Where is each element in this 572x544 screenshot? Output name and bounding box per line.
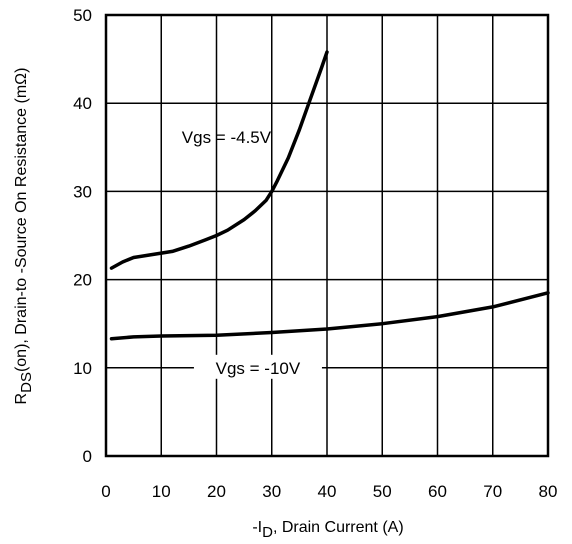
x-tick-label: 70 — [483, 482, 502, 501]
x-tick-label: 60 — [428, 482, 447, 501]
grid — [106, 15, 548, 456]
y-axis-title: RDS(on), Drain-to -Source On Resistance … — [13, 68, 35, 405]
y-axis-title-suffix: (on), Drain-to -Source On Resistance (mΩ… — [13, 68, 30, 373]
y-tick-label: 50 — [73, 6, 92, 25]
x-tick-label: 20 — [207, 482, 226, 501]
x-axis-title-suffix: , Drain Current (A) — [273, 519, 404, 536]
x-tick-labels: 0 10 20 30 40 50 60 70 80 — [101, 482, 557, 501]
x-tick-label: 10 — [152, 482, 171, 501]
series-label-2-background — [193, 354, 322, 379]
x-tick-label: 40 — [318, 482, 337, 501]
y-axis-title-subscript: DS — [18, 372, 35, 393]
series-lines — [109, 50, 550, 341]
series-line-2 — [109, 291, 550, 341]
x-axis-title-prefix: -I — [252, 519, 262, 536]
series-label-2: Vgs = -10V — [216, 359, 301, 378]
y-tick-label: 20 — [73, 271, 92, 290]
x-tick-label: 30 — [262, 482, 281, 501]
y-axis-title-prefix: R — [13, 393, 30, 405]
series-label-1: Vgs = -4.5V — [182, 128, 272, 147]
x-tick-label: 80 — [539, 482, 558, 501]
y-tick-label: 10 — [73, 359, 92, 378]
y-tick-labels: 0 10 20 30 40 50 — [73, 6, 92, 466]
y-tick-label: 0 — [83, 447, 92, 466]
series-line-1 — [109, 50, 329, 270]
x-tick-label: 50 — [373, 482, 392, 501]
y-tick-label: 30 — [73, 182, 92, 201]
x-axis-title: -ID, Drain Current (A) — [252, 519, 403, 541]
y-tick-label: 40 — [73, 94, 92, 113]
series-labels: Vgs = -4.5V Vgs = -10V — [182, 128, 322, 379]
x-tick-label: 0 — [101, 482, 110, 501]
plot-frame — [104, 13, 550, 458]
x-axis-title-subscript: D — [262, 524, 273, 541]
